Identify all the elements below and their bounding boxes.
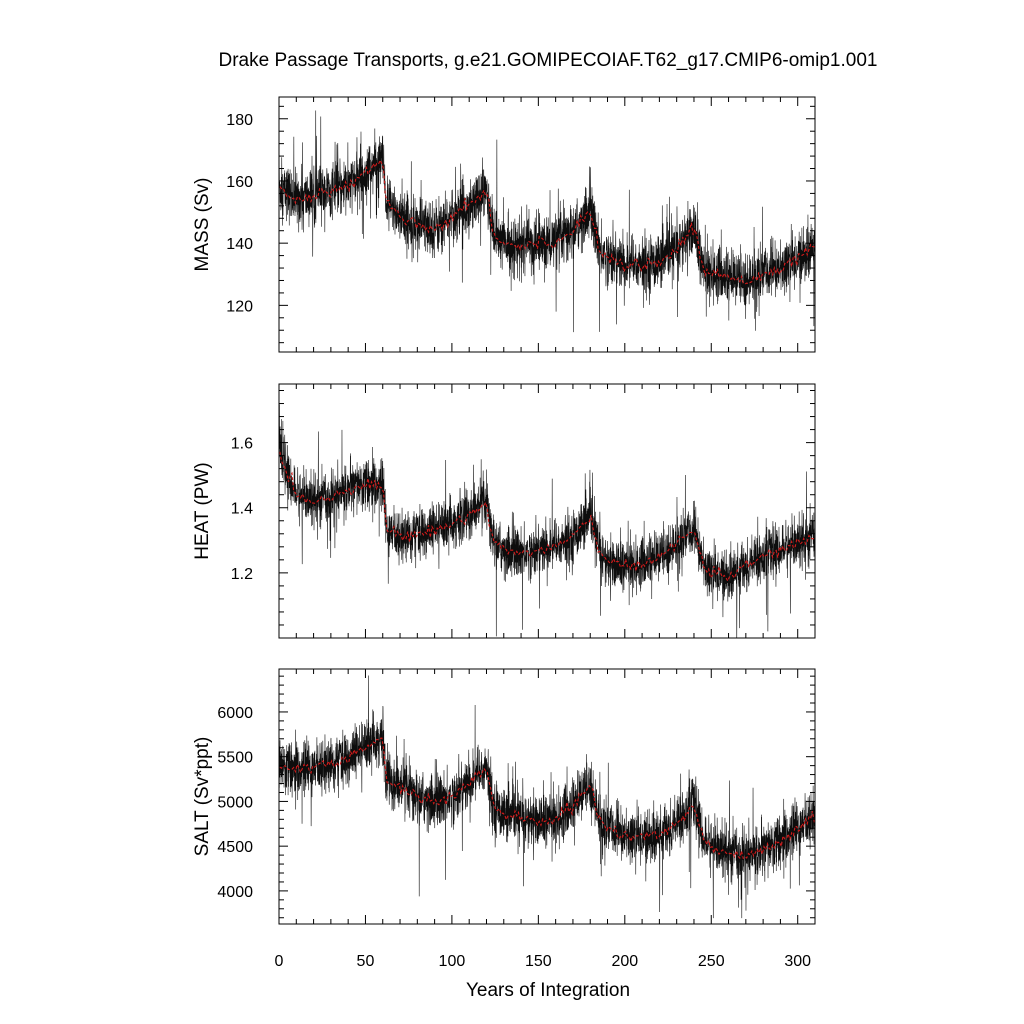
panel-2-monthly-series-line bbox=[279, 404, 815, 638]
panel-3-y-tick-label: 5000 bbox=[217, 794, 253, 811]
chart-title: Drake Passage Transports, g.e21.GOMIPECO… bbox=[219, 50, 878, 71]
panel-1-frame bbox=[278, 96, 816, 353]
x-tick-label: 150 bbox=[525, 953, 552, 970]
panel-3-y-tick-label: 6000 bbox=[217, 705, 253, 722]
x-tick-label: 250 bbox=[698, 953, 725, 970]
chart-panels: 120 140 160 180 MASS (Sv) 1.2 1.4 1.6 HEAT (PW) 4… bbox=[192, 96, 816, 970]
panel-3-annual-mean-line bbox=[279, 737, 815, 860]
panel-3-y-tick-label: 4000 bbox=[217, 884, 253, 901]
x-tick-label: 200 bbox=[611, 953, 638, 970]
panel-2-y-tick-label: 1.2 bbox=[231, 566, 253, 583]
panel-3-y-axis-label: SALT (Sv*ppt) bbox=[192, 737, 213, 857]
x-tick-label: 300 bbox=[784, 953, 811, 970]
panel-2-annual-mean-line bbox=[279, 451, 815, 583]
panel-1-y-tick-label: 120 bbox=[226, 298, 253, 315]
panel-2-y-axis-label: HEAT (PW) bbox=[192, 462, 213, 559]
x-axis-label: Years of Integration bbox=[466, 980, 630, 1001]
panel-1-y-tick-label: 160 bbox=[226, 174, 253, 191]
panel-1-plot-area bbox=[279, 110, 815, 333]
x-tick-label: 100 bbox=[439, 953, 466, 970]
panel-3-y-tick-label: 5500 bbox=[217, 750, 253, 767]
panel-1: 120 140 160 180 MASS (Sv) bbox=[192, 96, 816, 353]
panel-2-plot-area bbox=[279, 404, 815, 638]
panel-2-frame bbox=[278, 383, 816, 639]
panel-2-y-tick-label: 1.4 bbox=[231, 501, 253, 518]
panel-3-frame bbox=[278, 668, 816, 925]
panel-1-y-tick-label: 140 bbox=[226, 236, 253, 253]
panel-3-plot-area bbox=[279, 675, 815, 919]
panel-2-y-tick-label: 1.6 bbox=[231, 436, 253, 453]
x-tick-label: 0 bbox=[275, 953, 284, 970]
panel-1-y-tick-label: 180 bbox=[226, 112, 253, 129]
x-tick-label: 50 bbox=[357, 953, 375, 970]
panel-2: 1.2 1.4 1.6 HEAT (PW) bbox=[192, 383, 816, 639]
panel-3-monthly-series-line bbox=[279, 675, 815, 919]
panel-1-y-axis-label: MASS (Sv) bbox=[192, 178, 213, 272]
panel-1-annual-mean-line bbox=[279, 158, 815, 285]
panel-3-y-tick-label: 4500 bbox=[217, 839, 253, 856]
